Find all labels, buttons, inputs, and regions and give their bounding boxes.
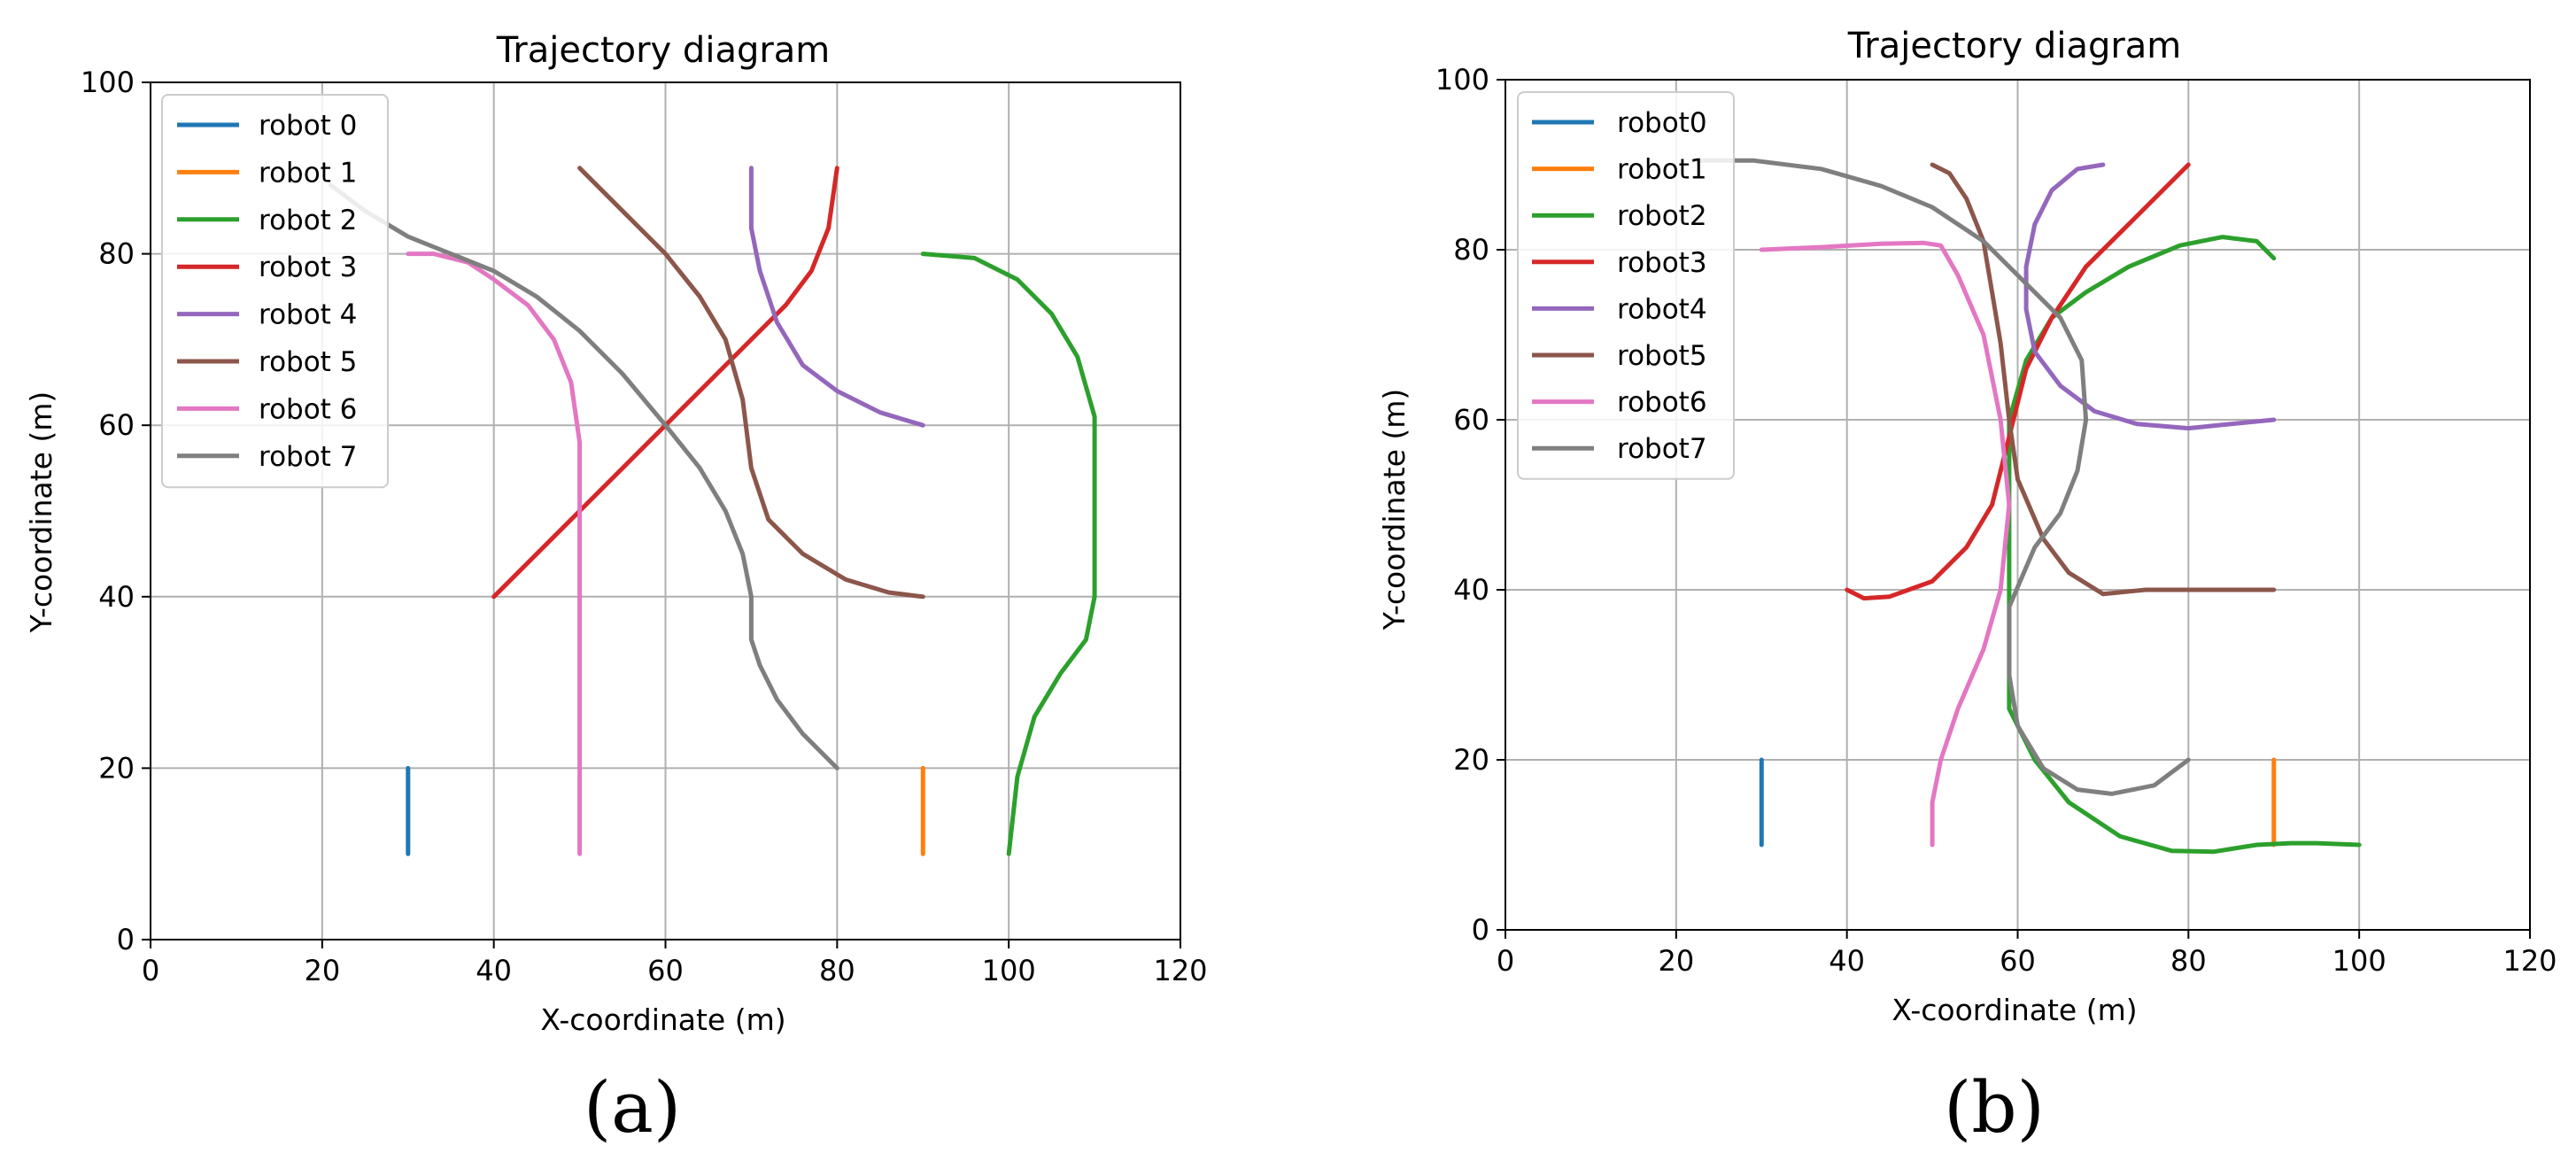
x-tick-label: 60	[2000, 944, 2036, 978]
y-axis-label: Y-coordinate (m)	[1377, 389, 1412, 631]
legend-label: robot0	[1617, 107, 1707, 139]
legend-label: robot2	[1617, 200, 1707, 232]
legend-label: robot6	[1617, 387, 1707, 419]
y-tick-label: 0	[1472, 913, 1489, 947]
series-line-robot4	[2023, 162, 2277, 431]
y-axis-label: Y-coordinate (m)	[24, 391, 58, 634]
y-tick-label: 60	[1453, 403, 1489, 437]
legend-label: robot4	[1617, 293, 1707, 325]
y-tick-label: 80	[1453, 233, 1489, 267]
x-tick-label: 0	[142, 954, 159, 987]
x-tick-label: 100	[2332, 944, 2386, 978]
legend-label: robot7	[1617, 433, 1707, 465]
y-tick-label: 40	[1453, 573, 1489, 607]
y-tick-label: 80	[98, 237, 135, 271]
legend-label: robot 6	[259, 393, 357, 425]
panel-label: (b)	[1944, 1066, 2045, 1149]
legend-label: robot 2	[259, 205, 357, 236]
legend-label: robot1	[1617, 154, 1707, 186]
y-tick-label: 100	[81, 66, 135, 99]
y-tick-label: 40	[98, 580, 135, 614]
legend-label: robot 5	[259, 346, 357, 378]
series-line-robot6	[1759, 240, 2012, 848]
legend-box	[1517, 91, 1735, 480]
chart-title: Trajectory diagram	[496, 30, 831, 71]
x-tick-label: 40	[476, 954, 512, 987]
series-line-robot-5	[577, 166, 925, 600]
y-tick-label: 60	[98, 408, 135, 442]
legend-label: robot5	[1617, 340, 1707, 372]
x-tick-label: 20	[304, 954, 340, 987]
series-line-robot-7	[329, 182, 839, 770]
x-tick-label: 0	[1497, 944, 1514, 978]
x-tick-label: 120	[2503, 944, 2557, 978]
series-line-robot-3	[491, 166, 839, 600]
legend-label: robot 0	[259, 110, 357, 142]
series-line-robot3	[1845, 162, 2191, 601]
series-line-robot5	[1930, 162, 2277, 597]
x-tick-label: 100	[982, 954, 1036, 987]
x-tick-label: 60	[647, 954, 684, 987]
x-tick-label: 40	[1829, 944, 1865, 978]
legend-label: robot 1	[259, 157, 357, 189]
legend-label: robot3	[1617, 247, 1707, 279]
x-tick-label: 20	[1658, 944, 1694, 978]
x-axis-label: X-coordinate (m)	[1891, 993, 2137, 1027]
chart-panel-b: Trajectory diagram X-coordinate (m) Y-co…	[1377, 26, 2557, 1149]
x-tick-label: 120	[1153, 954, 1207, 987]
y-tick-label: 100	[1435, 63, 1489, 97]
legend-label: robot 7	[259, 441, 357, 473]
series-line-robot-6	[406, 252, 583, 856]
x-tick-label: 80	[2170, 944, 2207, 978]
x-axis-label: X-coordinate (m)	[540, 1002, 785, 1037]
chart-panel-a: Trajectory diagram X-coordinate (m) Y-co…	[24, 30, 1208, 1149]
y-tick-label: 20	[98, 751, 135, 785]
series-line-robot-4	[748, 166, 925, 428]
legend-label: robot 3	[259, 252, 357, 283]
y-tick-label: 0	[117, 923, 135, 956]
series-line-robot7	[1690, 158, 2191, 796]
y-tick-label: 20	[1453, 743, 1489, 777]
x-tick-label: 80	[819, 954, 855, 987]
chart-title: Trajectory diagram	[1847, 26, 2182, 66]
panel-label: (a)	[584, 1066, 681, 1149]
legend-box	[161, 94, 389, 489]
series-line-robot-2	[920, 252, 1097, 856]
legend-label: robot 4	[259, 299, 357, 331]
